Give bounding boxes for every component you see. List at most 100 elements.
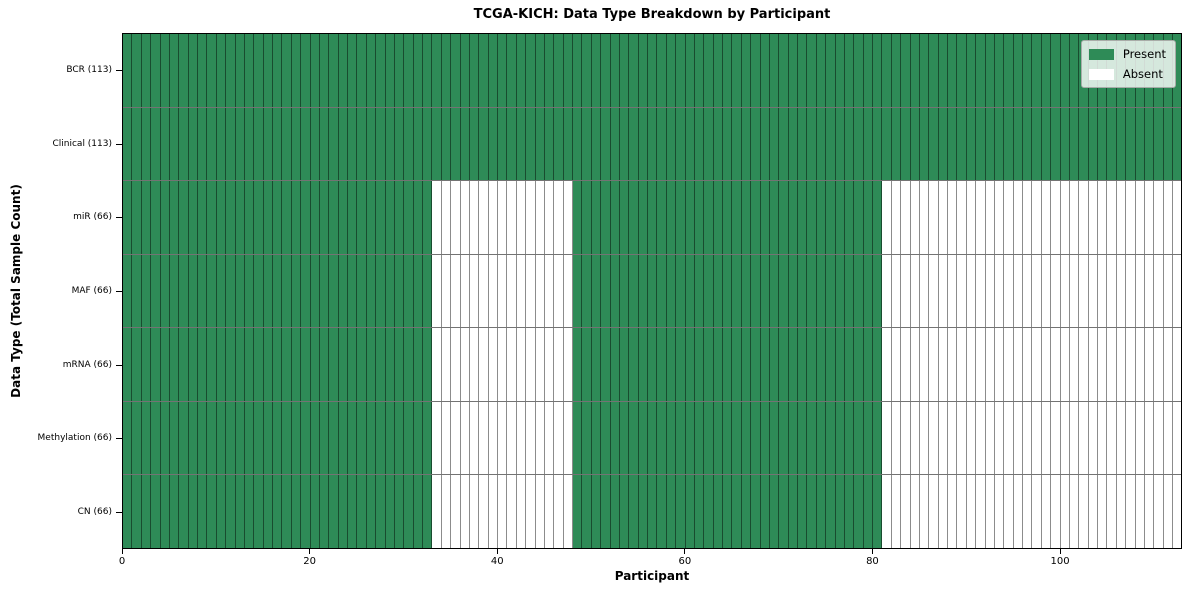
heatmap-cell	[929, 254, 939, 328]
heatmap-cell	[554, 401, 564, 475]
heatmap-cell	[366, 107, 377, 181]
heatmap-row	[123, 401, 1182, 476]
heatmap-cell	[160, 401, 170, 475]
heatmap-cell	[863, 181, 873, 254]
heatmap-cell	[469, 107, 480, 181]
heatmap-cell	[985, 181, 995, 254]
heatmap-cell	[1013, 254, 1023, 328]
heatmap-cell	[779, 107, 789, 181]
heatmap-cell	[732, 475, 742, 549]
heatmap-cell	[1173, 401, 1182, 475]
heatmap-cell	[394, 254, 405, 328]
heatmap-cell	[198, 107, 208, 181]
heatmap-cell	[226, 34, 236, 107]
heatmap-cell	[1032, 34, 1042, 107]
heatmap-cell	[591, 328, 602, 401]
heatmap-cell	[826, 401, 836, 475]
heatmap-cell	[1032, 254, 1042, 328]
heatmap-cell	[723, 181, 733, 254]
heatmap-cell	[732, 107, 742, 181]
heatmap-cell	[329, 328, 339, 401]
heatmap-cell	[638, 475, 648, 549]
heatmap-cell	[844, 328, 855, 401]
heatmap-cell	[1088, 475, 1098, 549]
heatmap-cell	[676, 401, 686, 475]
heatmap-cell	[1004, 401, 1014, 475]
heatmap-cell	[694, 181, 705, 254]
heatmap-cell	[619, 475, 630, 549]
heatmap-cell	[1107, 254, 1117, 328]
heatmap-cell	[788, 107, 798, 181]
y-tick-mark	[116, 217, 122, 219]
heatmap-cell	[498, 34, 508, 107]
heatmap-cell	[779, 254, 789, 328]
heatmap-cell	[919, 181, 930, 254]
heatmap-cell	[657, 475, 667, 549]
heatmap-cell	[488, 401, 498, 475]
heatmap-cell	[910, 328, 920, 401]
heatmap-cell	[1098, 475, 1108, 549]
heatmap-cell	[891, 401, 902, 475]
heatmap-cell	[779, 475, 789, 549]
heatmap-cell	[1116, 328, 1127, 401]
heatmap-cell	[694, 254, 705, 328]
heatmap-cell	[460, 107, 470, 181]
heatmap-cell	[226, 181, 236, 254]
heatmap-cell	[666, 401, 677, 475]
heatmap-cell	[751, 181, 761, 254]
heatmap-cell	[1116, 475, 1127, 549]
heatmap-cell	[1144, 181, 1155, 254]
heatmap-cell	[216, 475, 227, 549]
heatmap-cell	[732, 34, 742, 107]
heatmap-cell	[273, 181, 283, 254]
heatmap-cell	[713, 475, 723, 549]
heatmap-cell	[1107, 328, 1117, 401]
heatmap-cell	[423, 34, 433, 107]
heatmap-cell	[910, 401, 920, 475]
heatmap-cell	[179, 254, 189, 328]
heatmap-cell	[835, 328, 845, 401]
heatmap-cell	[554, 328, 564, 401]
heatmap-cell	[723, 34, 733, 107]
heatmap-cell	[591, 181, 602, 254]
heatmap-row	[123, 34, 1182, 108]
heatmap-cell	[460, 254, 470, 328]
heatmap-cell	[263, 328, 273, 401]
heatmap-cell	[198, 254, 208, 328]
heatmap-cell	[816, 475, 827, 549]
y-tick-label: MAF (66)	[71, 286, 112, 296]
heatmap-cell	[666, 475, 677, 549]
heatmap-cell	[1098, 107, 1108, 181]
heatmap-cell	[676, 328, 686, 401]
heatmap-cell	[1135, 107, 1145, 181]
heatmap-cell	[273, 254, 283, 328]
heatmap-cell	[535, 107, 545, 181]
heatmap-cell	[619, 328, 630, 401]
heatmap-cell	[479, 254, 489, 328]
heatmap-cell	[1041, 254, 1052, 328]
heatmap-cell	[938, 254, 948, 328]
heatmap-cell	[826, 475, 836, 549]
heatmap-cell	[132, 401, 142, 475]
heatmap-cell	[1163, 181, 1173, 254]
heatmap-cell	[254, 401, 264, 475]
heatmap-row	[123, 328, 1182, 402]
heatmap-cell	[582, 34, 592, 107]
heatmap-cell	[1088, 107, 1098, 181]
heatmap-cell	[254, 34, 264, 107]
heatmap-cell	[423, 328, 433, 401]
heatmap-cell	[1023, 328, 1033, 401]
heatmap-cell	[1060, 401, 1070, 475]
heatmap-cell	[929, 34, 939, 107]
heatmap-cell	[226, 401, 236, 475]
heatmap-cell	[535, 34, 545, 107]
heatmap-cell	[263, 475, 273, 549]
legend: Present Absent	[1080, 40, 1176, 88]
heatmap-cell	[1032, 328, 1042, 401]
heatmap-cell	[751, 34, 761, 107]
heatmap-cell	[516, 401, 527, 475]
heatmap-cell	[966, 475, 977, 549]
heatmap-cell	[788, 401, 798, 475]
heatmap-cell	[901, 254, 911, 328]
